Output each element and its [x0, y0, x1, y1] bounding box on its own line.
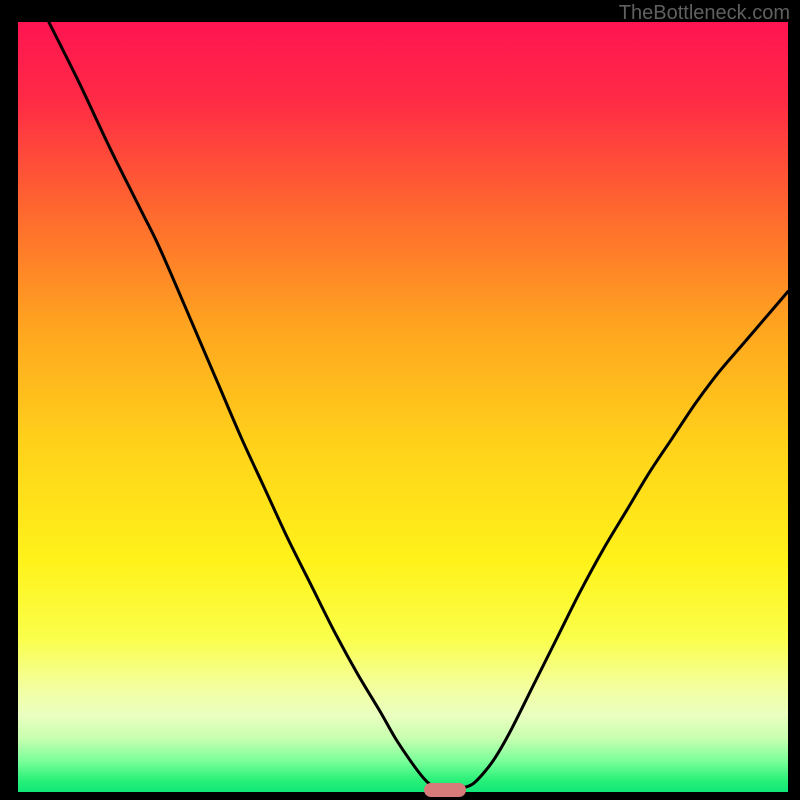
watermark-text: TheBottleneck.com — [619, 2, 790, 25]
optimal-marker — [424, 783, 466, 797]
chart-container: TheBottleneck.com — [0, 0, 800, 800]
bottleneck-curve — [0, 0, 800, 800]
